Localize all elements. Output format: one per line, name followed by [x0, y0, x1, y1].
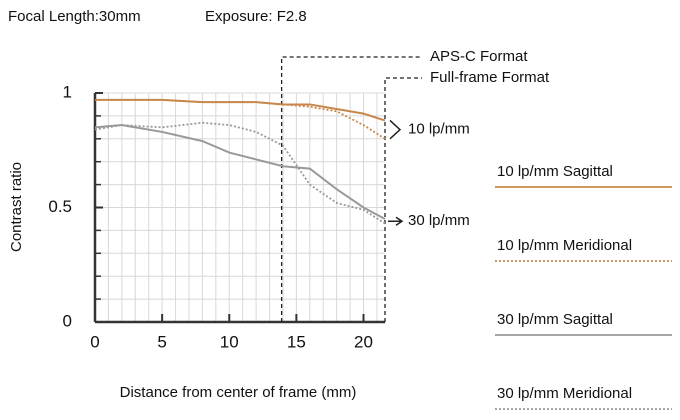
focal-length: Focal Length:30mm [8, 8, 141, 25]
x-tick-label: 15 [287, 332, 306, 351]
format-label: Full-frame Format [430, 69, 550, 86]
series-line [95, 98, 386, 140]
y-tick-label: 0 [63, 311, 72, 330]
bracket [389, 119, 402, 140]
x-axis-label: Distance from center of frame (mm) [120, 384, 357, 401]
x-tick-label: 10 [220, 332, 239, 351]
x-tick-label: 5 [157, 332, 166, 351]
series-line [94, 124, 386, 220]
series-line [94, 121, 386, 225]
legend-label: 10 lp/mm Sagittal [497, 163, 613, 180]
curve-label: 30 lp/mm [408, 212, 470, 229]
arrow [388, 216, 404, 226]
exposure: Exposure: F2.8 [205, 8, 307, 25]
legend-label: 30 lp/mm Sagittal [497, 311, 613, 328]
format-marker [384, 77, 422, 322]
y-tick-label: 0.5 [48, 197, 72, 216]
format-marker [280, 56, 422, 322]
format-label: APS-C Format [430, 48, 528, 65]
legend-label: 30 lp/mm Meridional [497, 385, 632, 402]
y-axis-label: Contrast ratio [8, 162, 25, 252]
curve-label: 10 lp/mm [408, 121, 470, 138]
x-tick-label: 20 [354, 332, 373, 351]
legend-label: 10 lp/mm Meridional [497, 237, 632, 254]
y-tick-label: 1 [63, 82, 72, 101]
x-tick-label: 0 [90, 332, 99, 351]
